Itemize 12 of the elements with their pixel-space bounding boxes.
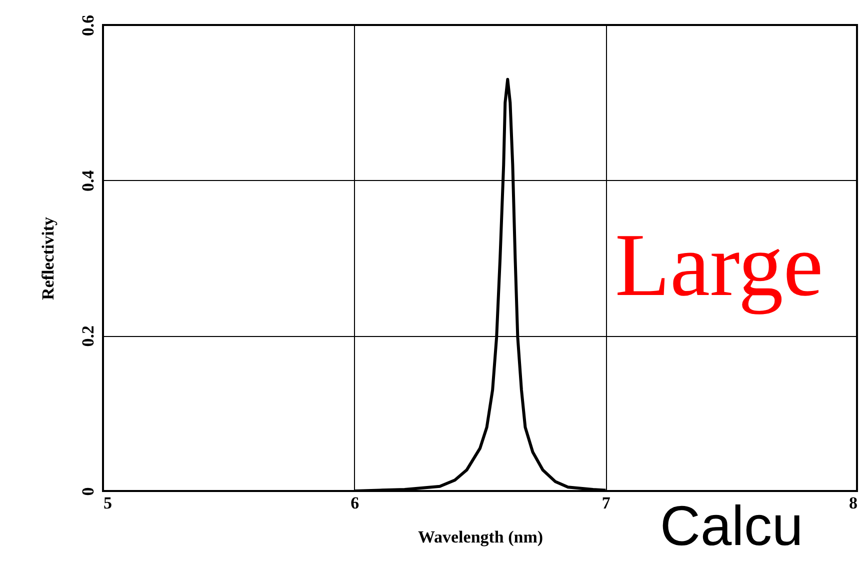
- x-axis-title: Wavelength (nm): [418, 528, 544, 546]
- y-axis-title: Reflectivity: [38, 216, 58, 300]
- annotation: Large: [615, 216, 824, 315]
- y-tick-label: 0.6: [78, 14, 98, 36]
- y-tick-label: 0: [78, 487, 98, 496]
- y-tick-label: 0.2: [78, 326, 98, 347]
- x-tick-label: 6: [350, 494, 360, 512]
- x-tick-label: 7: [602, 494, 611, 512]
- x-tick-label: 5: [104, 494, 112, 512]
- y-tick-label: 0.4: [78, 170, 98, 192]
- x-tick-label: 8: [849, 494, 858, 512]
- text: Calcu: [660, 494, 804, 557]
